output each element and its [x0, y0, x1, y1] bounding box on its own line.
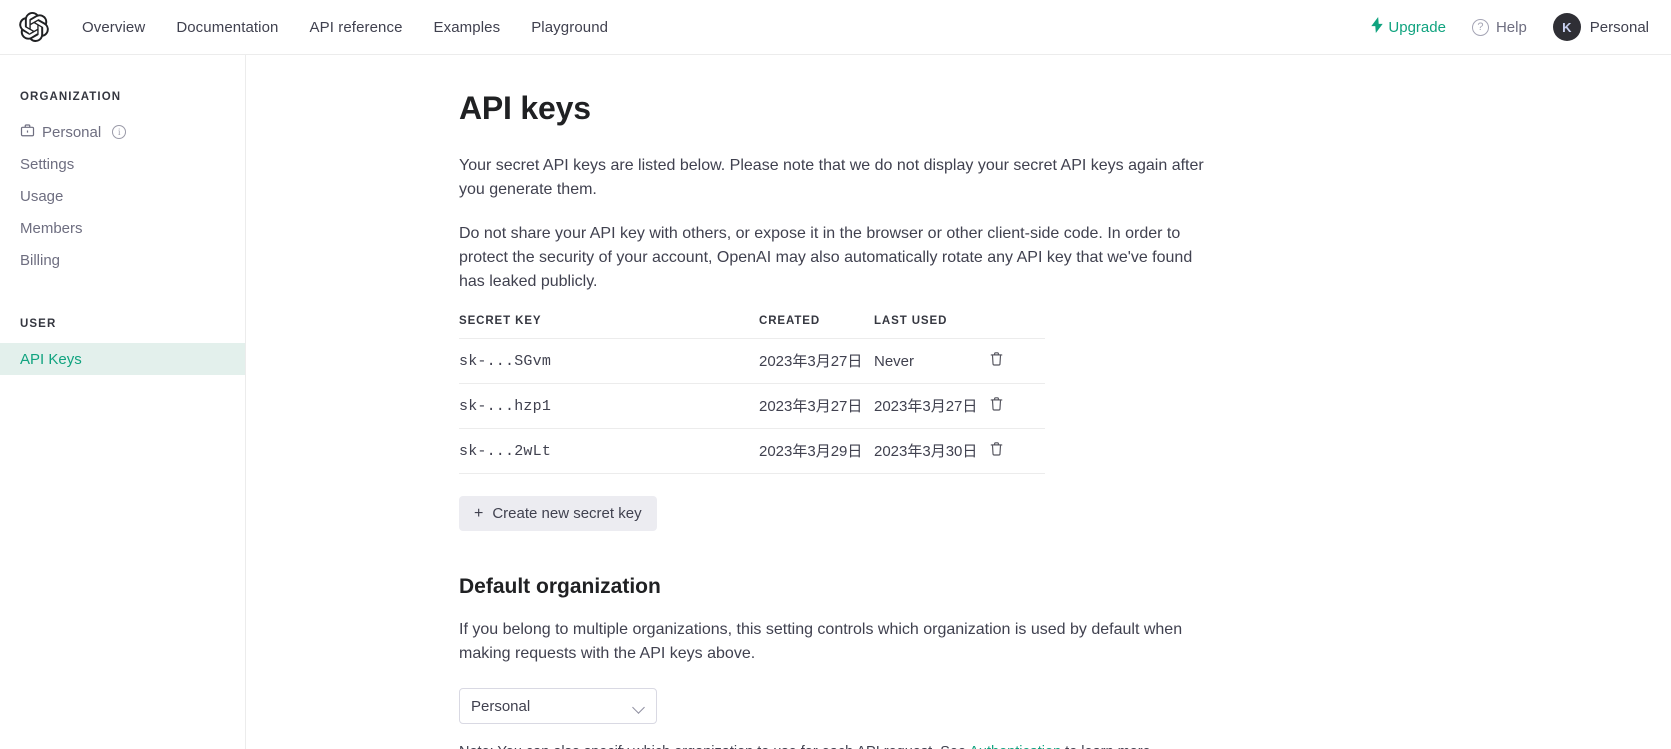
briefcase-icon — [20, 123, 35, 142]
column-header-last-used: LAST USED — [874, 315, 989, 339]
sidebar-item-settings[interactable]: Settings — [0, 148, 245, 180]
default-organization-description: If you belong to multiple organizations,… — [459, 621, 1183, 662]
nav-link-examples[interactable]: Examples — [433, 18, 501, 36]
page-title: API keys — [459, 90, 591, 126]
bolt-icon — [1371, 17, 1384, 37]
table-header-row: SECRET KEY CREATED LAST USED — [459, 315, 1045, 339]
cell-actions — [989, 383, 1045, 429]
table-row: sk-...2wLt 2023年3月29日 2023年3月30日 — [459, 428, 1045, 474]
authentication-link[interactable]: Authentication — [969, 744, 1061, 749]
cell-last-used: 2023年3月30日 — [874, 428, 989, 474]
create-new-secret-key-button[interactable]: + Create new secret key — [459, 496, 657, 531]
api-keys-table-body: sk-...SGvm 2023年3月27日 Never sk-...hzp1 — [459, 338, 1045, 474]
sidebar-item-billing[interactable]: Billing — [0, 244, 245, 276]
primary-nav-links: Overview Documentation API reference Exa… — [82, 19, 608, 36]
account-label: Personal — [1589, 18, 1649, 36]
cell-created: 2023年3月29日 — [759, 428, 874, 474]
table-row: sk-...SGvm 2023年3月27日 Never — [459, 338, 1045, 384]
sidebar-heading-user: USER — [20, 318, 57, 330]
create-new-secret-key-label: Create new secret key — [492, 505, 642, 522]
sidebar-item-label-personal: Personal — [42, 123, 102, 141]
top-navigation-bar: Overview Documentation API reference Exa… — [0, 0, 1671, 55]
help-button[interactable]: ? Help — [1471, 18, 1527, 36]
cell-actions — [989, 338, 1045, 384]
api-keys-table: SECRET KEY CREATED LAST USED sk-...SGvm … — [459, 315, 1045, 474]
sidebar-item-members[interactable]: Members — [0, 212, 245, 244]
question-circle-icon: ? — [1471, 18, 1489, 36]
main-content: API keys Your secret API keys are listed… — [246, 55, 1671, 749]
cell-secret-key: sk-...SGvm — [459, 338, 759, 384]
column-header-created: CREATED — [759, 315, 874, 339]
trash-icon[interactable] — [989, 351, 1004, 371]
intro-paragraph-2: Do not share your API key with others, o… — [459, 225, 1193, 290]
upgrade-label: Upgrade — [1388, 18, 1446, 36]
avatar: K — [1552, 13, 1581, 41]
sidebar-heading-organization: ORGANIZATION — [20, 91, 122, 103]
nav-link-api-reference[interactable]: API reference — [309, 18, 403, 36]
sidebar-item-label-billing: Billing — [20, 251, 61, 269]
cell-last-used: Never — [874, 338, 989, 384]
sidebar-item-personal[interactable]: Personal i — [0, 116, 245, 148]
default-organization-select[interactable]: Personal — [459, 688, 657, 724]
sidebar: ORGANIZATION Personal i Settings Usage M… — [0, 55, 246, 749]
sidebar-item-usage[interactable]: Usage — [0, 180, 245, 212]
trash-icon[interactable] — [989, 441, 1004, 461]
cell-created: 2023年3月27日 — [759, 338, 874, 384]
default-organization-select-value: Personal — [471, 697, 531, 715]
sidebar-item-label-members: Members — [20, 219, 83, 237]
nav-link-documentation[interactable]: Documentation — [176, 18, 279, 36]
nav-link-playground[interactable]: Playground — [531, 18, 609, 36]
table-row: sk-...hzp1 2023年3月27日 2023年3月27日 — [459, 383, 1045, 429]
intro-paragraph-1: Your secret API keys are listed below. P… — [459, 157, 1204, 198]
help-label: Help — [1495, 18, 1527, 36]
default-organization-note: Note: You can also specify which organiz… — [459, 744, 1206, 749]
openai-logo-icon[interactable] — [18, 11, 50, 43]
sidebar-item-api-keys[interactable]: API Keys — [0, 343, 245, 375]
sidebar-item-label-settings: Settings — [20, 155, 75, 173]
note-prefix: Note: You can also specify which organiz… — [459, 744, 969, 749]
sidebar-item-label-usage: Usage — [20, 187, 64, 205]
cell-actions — [989, 428, 1045, 474]
cell-last-used: 2023年3月27日 — [874, 383, 989, 429]
upgrade-button[interactable]: Upgrade — [1371, 17, 1446, 37]
sidebar-item-label-api-keys: API Keys — [20, 350, 82, 368]
default-organization-title: Default organization — [459, 575, 661, 598]
nav-right-group: Upgrade ? Help K Personal — [1371, 13, 1649, 41]
cell-secret-key: sk-...2wLt — [459, 428, 759, 474]
cell-secret-key: sk-...hzp1 — [459, 383, 759, 429]
chevron-down-icon — [634, 703, 645, 710]
note-suffix: to learn more. — [1061, 744, 1154, 749]
api-keys-table-header: SECRET KEY CREATED LAST USED — [459, 315, 1045, 339]
info-icon[interactable]: i — [112, 125, 127, 139]
cell-created: 2023年3月27日 — [759, 383, 874, 429]
trash-icon[interactable] — [989, 396, 1004, 416]
column-header-secret-key: SECRET KEY — [459, 315, 759, 339]
account-menu[interactable]: K Personal — [1552, 13, 1649, 41]
plus-icon: + — [474, 504, 484, 522]
column-header-actions — [989, 315, 1045, 339]
nav-link-overview[interactable]: Overview — [82, 18, 146, 36]
